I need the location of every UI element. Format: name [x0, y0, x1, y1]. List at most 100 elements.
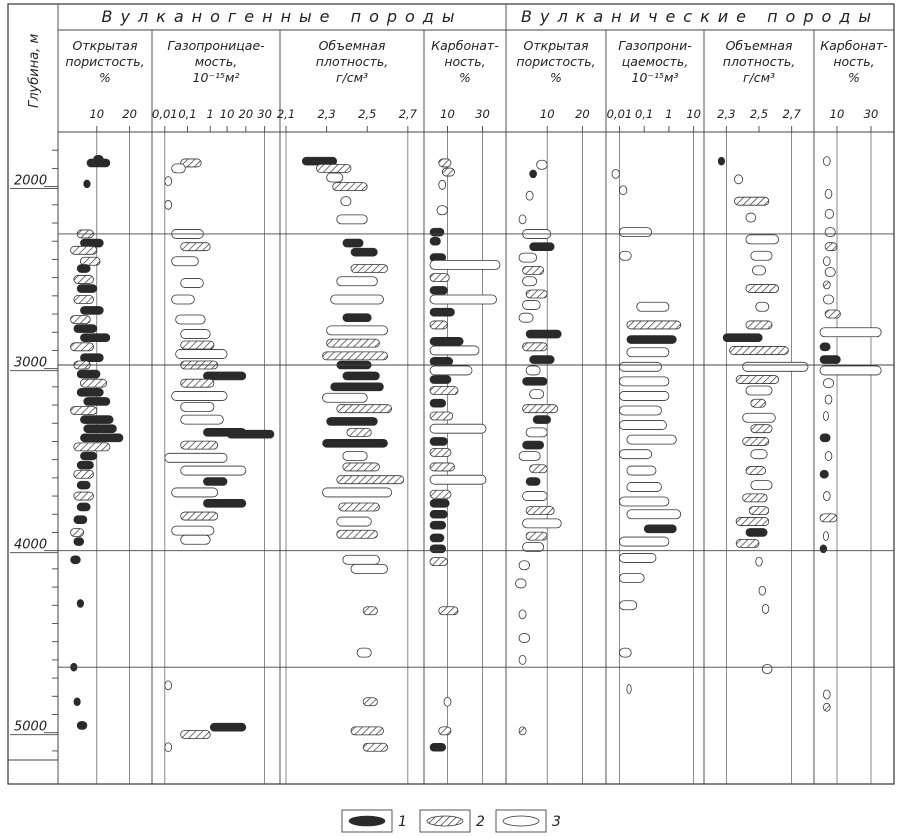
interval-solid	[76, 388, 104, 397]
interval-open	[180, 278, 204, 288]
interval-hatched	[350, 264, 388, 273]
interval-open	[322, 392, 368, 403]
interval-open	[819, 327, 882, 338]
interval-open	[518, 654, 527, 665]
interval-hatched	[522, 342, 548, 352]
interval-open	[356, 647, 372, 658]
interval-hatched	[529, 464, 548, 474]
interval-solid	[301, 156, 338, 166]
interval-open	[626, 347, 670, 358]
interval-solid	[429, 375, 452, 384]
track-title-line: %	[459, 70, 471, 85]
legend-box-hatched	[419, 809, 471, 833]
interval-hatched	[73, 275, 94, 284]
interval-hatched	[824, 309, 841, 319]
interval-open	[761, 604, 770, 614]
interval-open	[745, 385, 773, 396]
interval-solid	[203, 477, 228, 486]
interval-hatched	[748, 506, 770, 516]
interval-open	[619, 600, 638, 611]
interval-solid	[722, 333, 763, 342]
interval-open	[525, 427, 548, 438]
interval-solid	[83, 179, 91, 189]
interval-hatched	[70, 528, 85, 537]
interval-open	[823, 689, 831, 700]
interval-open	[750, 250, 773, 261]
track-tick-label: 30	[475, 107, 490, 121]
interval-open	[171, 256, 199, 267]
interval-open	[750, 449, 768, 460]
track-title-line: %	[99, 70, 111, 85]
track-tick-label: 10	[220, 107, 235, 121]
interval-open	[175, 314, 206, 325]
interval-open	[518, 560, 530, 571]
interval-open	[734, 174, 744, 185]
interval-hatched	[336, 475, 405, 485]
track-tick-label: 10	[440, 107, 455, 121]
interval-hatched	[823, 702, 831, 712]
legend-label-1: 1	[398, 814, 407, 830]
interval-hatched	[73, 469, 94, 479]
interval-solid	[342, 313, 372, 322]
interval-open	[164, 680, 173, 691]
interval-solid	[819, 355, 841, 364]
interval-hatched	[750, 398, 766, 408]
interval-open	[626, 684, 632, 694]
interval-solid	[76, 480, 91, 490]
interval-open	[745, 234, 780, 245]
track-tick-label: 20	[575, 107, 590, 121]
interval-solid	[429, 307, 455, 317]
interval-hatched	[525, 531, 548, 541]
interval-hatched	[522, 404, 559, 414]
interval-open	[823, 294, 835, 305]
interval-open	[619, 496, 670, 507]
interval-open	[525, 365, 541, 376]
interval-solid	[76, 502, 91, 512]
interval-open	[175, 349, 228, 359]
interval-hatched	[362, 697, 378, 707]
interval-open	[824, 394, 833, 405]
interval-open	[619, 250, 632, 261]
track-tick-label: 0,01	[607, 107, 633, 121]
track-title-line: Карбонат-	[431, 38, 499, 53]
interval-open	[522, 518, 562, 529]
legend-swatch-hatched	[426, 815, 464, 827]
interval-open	[636, 301, 670, 312]
interval-open	[819, 365, 882, 376]
interval-open	[758, 585, 766, 596]
interval-solid	[80, 451, 98, 461]
interval-open	[326, 325, 388, 336]
interval-open	[626, 509, 682, 520]
interval-hatched	[438, 158, 452, 168]
interval-hatched	[429, 320, 448, 330]
interval-hatched	[429, 462, 455, 472]
interval-open	[619, 553, 657, 563]
interval-open	[330, 294, 384, 305]
track-title-line: 10⁻¹⁵м²	[193, 70, 240, 85]
track-title-line: пористость,	[516, 54, 595, 69]
interval-hatched	[745, 466, 766, 475]
legend: 1 2 3	[341, 809, 561, 833]
interval-solid	[745, 528, 768, 537]
interval-open	[518, 451, 541, 461]
interval-solid	[429, 509, 448, 519]
interval-hatched	[441, 167, 455, 177]
interval-solid	[73, 537, 84, 546]
interval-open	[619, 405, 662, 416]
interval-solid	[429, 544, 447, 554]
interval-open	[823, 411, 829, 421]
interval-open	[518, 609, 527, 620]
interval-hatched	[338, 502, 380, 512]
interval-open	[164, 199, 173, 210]
interval-hatched	[518, 726, 527, 736]
interval-open	[322, 487, 392, 498]
interval-solid	[80, 238, 104, 248]
legend-box-open	[495, 809, 547, 833]
interval-solid	[429, 499, 450, 508]
interval-solid	[429, 437, 448, 446]
track-title-line: Газопроницае-	[167, 38, 265, 53]
track-tick-label: 2,3	[717, 107, 735, 121]
interval-hatched	[180, 158, 202, 168]
